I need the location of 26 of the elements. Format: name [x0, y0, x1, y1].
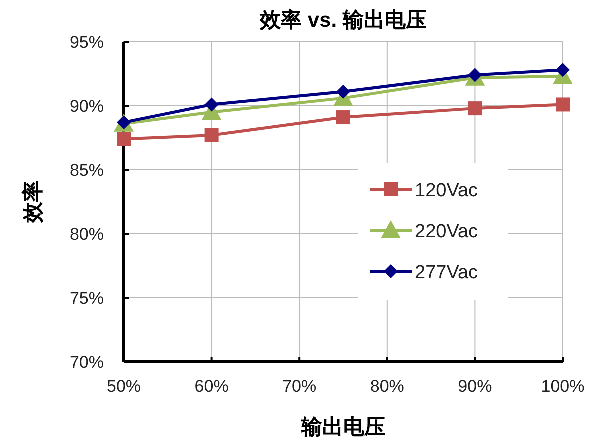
point: [117, 132, 131, 146]
point: [204, 128, 219, 142]
y-tick-label: 90%: [70, 97, 104, 116]
x-tick-label: 90%: [458, 377, 492, 396]
y-axis-title: 效率: [21, 181, 45, 224]
y-tick-label: 85%: [70, 161, 104, 180]
point: [204, 98, 219, 112]
point: [556, 98, 570, 112]
x-tick-label: 50%: [106, 377, 142, 396]
x-tick-label: 70%: [282, 377, 317, 396]
legend-label: 277Vac: [415, 262, 478, 284]
point: [336, 110, 350, 125]
legend-label: 220Vac: [415, 222, 478, 242]
point: [336, 84, 350, 99]
x-tick-label: 100%: [541, 377, 585, 396]
y-tick-label: 75%: [70, 289, 104, 308]
legend-label: 120Vac: [415, 180, 478, 202]
x-tick-label: 60%: [194, 377, 229, 396]
y-tick-label: 80%: [70, 225, 104, 244]
point: [556, 63, 570, 78]
y-tick-label: 95%: [70, 33, 104, 52]
x-axis-title: 输出电压: [300, 416, 386, 439]
point: [468, 102, 482, 116]
x-tick-label: 80%: [370, 377, 404, 396]
y-tick-label: 70%: [70, 353, 104, 372]
chart-title: 效率 vs. 输出电压: [259, 8, 427, 32]
